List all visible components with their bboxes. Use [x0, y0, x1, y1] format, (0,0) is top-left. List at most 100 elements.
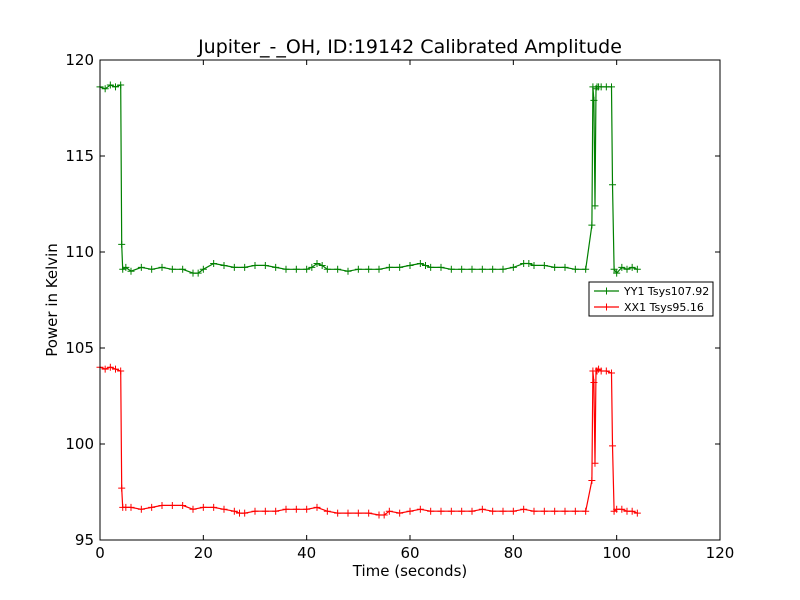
- y-tick-label: 115: [65, 147, 94, 165]
- data-point: [609, 442, 617, 450]
- data-point: [313, 503, 321, 511]
- x-tick-label: 0: [95, 544, 105, 562]
- data-point: [427, 263, 435, 271]
- data-point: [509, 507, 517, 515]
- data-point: [610, 265, 618, 273]
- data-point: [437, 263, 445, 271]
- data-point: [416, 260, 424, 268]
- data-point: [344, 267, 352, 275]
- data-point: [582, 507, 590, 515]
- data-point: [241, 509, 249, 517]
- data-point: [540, 261, 548, 269]
- data-point: [106, 363, 114, 371]
- data-point: [437, 507, 445, 515]
- data-point: [489, 507, 497, 515]
- data-point: [308, 263, 316, 271]
- data-point: [588, 476, 596, 484]
- data-point: [618, 505, 626, 513]
- data-point: [118, 240, 126, 248]
- data-point: [292, 505, 300, 513]
- data-point: [194, 269, 202, 277]
- data-point: [313, 260, 321, 268]
- data-point: [608, 369, 615, 377]
- data-point: [602, 367, 610, 375]
- data-point: [447, 265, 455, 273]
- data-point: [375, 265, 383, 273]
- data-point: [117, 81, 125, 89]
- data-point: [590, 379, 598, 387]
- legend: YY1 Tsys107.92 XX1 Tsys95.16: [588, 281, 714, 317]
- data-point: [230, 507, 238, 515]
- data-point: [530, 507, 538, 515]
- data-point: [582, 265, 590, 273]
- data-point: [628, 263, 636, 271]
- data-point: [628, 507, 636, 515]
- data-point: [478, 265, 486, 273]
- data-point: [179, 265, 187, 273]
- data-point: [179, 501, 187, 509]
- data-point: [561, 263, 569, 271]
- data-point: [509, 263, 517, 271]
- data-point: [591, 202, 599, 210]
- data-point: [334, 265, 342, 273]
- data-point: [318, 261, 326, 269]
- data-point: [354, 265, 362, 273]
- data-point: [396, 509, 404, 517]
- data-point: [427, 507, 435, 515]
- data-point: [251, 261, 259, 269]
- data-point: [623, 265, 631, 273]
- data-point: [618, 263, 626, 271]
- series-layer: [96, 81, 641, 519]
- data-point: [590, 96, 598, 104]
- data-point: [251, 507, 259, 515]
- data-point: [137, 263, 145, 271]
- x-tick-label: 40: [297, 544, 316, 562]
- data-point: [385, 263, 393, 271]
- data-point: [613, 269, 621, 277]
- data-point: [261, 507, 269, 515]
- data-point: [241, 263, 249, 271]
- data-point: [323, 265, 331, 273]
- data-point: [272, 507, 280, 515]
- data-point: [530, 261, 538, 269]
- data-point: [112, 83, 119, 91]
- data-point: [344, 509, 352, 517]
- data-point: [571, 265, 579, 273]
- data-point: [210, 260, 218, 268]
- data-point: [334, 509, 342, 517]
- data-point: [468, 507, 476, 515]
- data-point: [608, 83, 615, 91]
- data-point: [261, 261, 269, 269]
- data-point: [385, 507, 393, 515]
- data-point: [571, 507, 579, 515]
- data-point: [282, 505, 290, 513]
- legend-entry: YY1 Tsys107.92: [623, 285, 709, 298]
- data-point: [199, 503, 207, 511]
- data-point: [422, 261, 429, 269]
- data-point: [122, 263, 130, 271]
- data-point: [189, 505, 197, 513]
- data-point: [478, 505, 486, 513]
- data-point: [633, 265, 641, 273]
- data-point: [458, 265, 466, 273]
- data-point: [127, 503, 135, 511]
- data-point: [468, 265, 476, 273]
- data-point: [168, 265, 176, 273]
- data-point: [303, 265, 311, 273]
- x-tick-label: 120: [706, 544, 735, 562]
- data-point: [551, 263, 559, 271]
- x-tick-label: 80: [504, 544, 523, 562]
- data-point: [220, 261, 228, 269]
- data-point: [101, 365, 109, 373]
- legend-marker: [603, 287, 610, 295]
- data-point: [118, 484, 126, 492]
- data-point: [458, 507, 466, 515]
- data-point: [117, 367, 125, 375]
- data-point: [406, 261, 414, 269]
- data-point: [137, 505, 145, 513]
- y-axis: 95 100 105 110 115 120: [65, 51, 720, 549]
- data-point: [406, 507, 414, 515]
- data-point: [365, 509, 373, 517]
- data-point: [112, 365, 119, 373]
